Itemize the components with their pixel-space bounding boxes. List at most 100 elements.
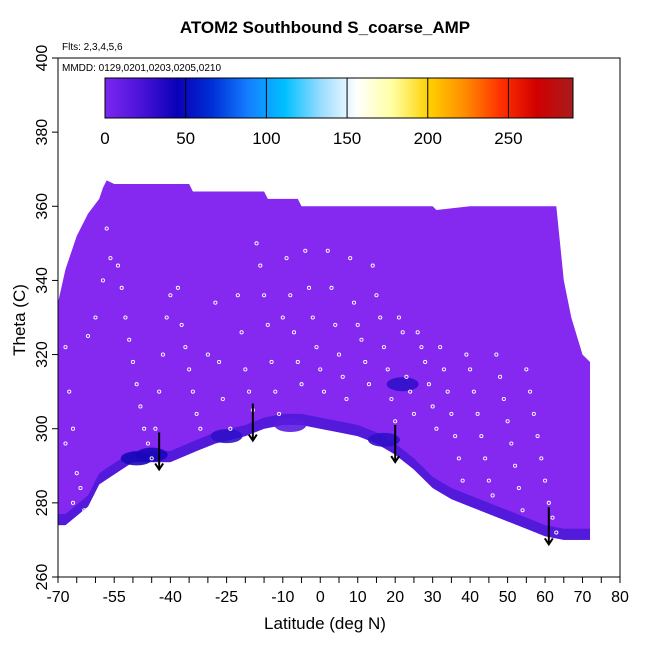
sample-point (426, 382, 431, 387)
sample-point (127, 337, 132, 342)
high-value-patch (210, 429, 243, 444)
sample-point (528, 389, 533, 394)
sample-point (490, 493, 495, 498)
sample-point (374, 293, 379, 298)
x-tick-label: 70 (574, 589, 592, 606)
sample-point (550, 515, 555, 520)
sample-point (483, 456, 488, 461)
sample-point (468, 367, 473, 372)
flight-arrow-head (247, 434, 258, 443)
sample-point (63, 345, 68, 350)
sample-point (284, 256, 289, 261)
sample-point (378, 315, 383, 320)
sample-point (265, 322, 270, 327)
y-tick-label: 280 (34, 489, 51, 516)
sample-point (516, 485, 521, 491)
flight-arrow-head (543, 537, 554, 547)
sample-point (318, 367, 323, 372)
colorbar-tick-label: 100 (252, 129, 280, 148)
sample-point (449, 411, 454, 416)
sample-point (157, 389, 162, 394)
sample-point (415, 330, 420, 335)
sample-point (333, 322, 338, 327)
x-tick-label: 30 (424, 589, 442, 606)
sample-point (344, 397, 349, 402)
sample-point (400, 330, 405, 335)
sample-point (306, 285, 312, 290)
sample-point (74, 471, 79, 476)
sample-point (408, 389, 413, 394)
dates-note: MMDD: 0129,0201,0203,0205,0210 (62, 63, 221, 74)
colorbar-tick-label: 200 (414, 129, 442, 148)
sample-point (187, 367, 192, 372)
x-tick-label: 80 (611, 589, 629, 606)
sample-point (513, 463, 518, 468)
x-tick-label: 10 (349, 589, 367, 606)
x-tick-label: -55 (103, 589, 126, 606)
sample-point (366, 382, 372, 387)
x-tick-label: -25 (215, 589, 238, 606)
sample-point (194, 411, 199, 416)
sample-point (269, 359, 274, 365)
sample-point (190, 389, 195, 394)
sample-point (423, 359, 428, 365)
sample-point (175, 285, 180, 290)
chart-title: ATOM2 Southbound S_coarse_AMP (179, 18, 471, 37)
colorbar-tick-label: 150 (333, 129, 361, 148)
sample-point (441, 367, 446, 372)
sample-point (123, 315, 128, 320)
x-axis-label: Latitude (deg N) (264, 614, 386, 633)
sample-point (460, 478, 465, 483)
sample-point (254, 241, 259, 246)
sample-point (198, 426, 203, 431)
y-tick-label: 400 (34, 45, 51, 72)
sample-point (531, 411, 536, 416)
sample-point (258, 263, 263, 268)
sample-point (205, 352, 210, 357)
colorbar (104, 77, 574, 119)
sample-point (153, 426, 158, 431)
sample-point (310, 315, 315, 320)
sample-point (138, 404, 143, 409)
sample-point (543, 478, 548, 483)
x-tick-label: -10 (271, 589, 294, 606)
sample-point (160, 352, 165, 357)
sample-point (404, 374, 409, 379)
sample-point (220, 397, 225, 402)
sample-point (295, 359, 300, 365)
sample-point (228, 426, 233, 431)
sample-point (67, 389, 72, 394)
colorbar-tick-label: 50 (176, 129, 195, 148)
sample-point (164, 315, 169, 320)
sample-point (348, 256, 353, 261)
sample-point (70, 500, 76, 505)
sample-point (108, 256, 113, 261)
y-tick-label: 340 (34, 267, 51, 294)
sample-point (524, 367, 529, 372)
sample-point (355, 322, 360, 327)
sample-point (82, 508, 87, 513)
sample-point (235, 293, 240, 298)
sample-point (385, 367, 390, 372)
sample-point (280, 315, 285, 320)
y-tick-label: 320 (34, 341, 51, 368)
sample-point (505, 419, 510, 424)
flight-arrow-head (390, 455, 401, 464)
sample-point (243, 367, 248, 372)
sample-point (546, 500, 551, 505)
y-tick-label: 300 (34, 415, 51, 442)
sample-point (456, 456, 461, 461)
x-tick-label: 50 (499, 589, 517, 606)
sample-point (247, 389, 252, 394)
sample-point (145, 441, 150, 446)
high-value-patch (274, 418, 307, 433)
sample-point (434, 426, 439, 431)
sample-point (119, 285, 124, 290)
sample-point (520, 508, 525, 513)
sample-point (509, 441, 514, 446)
sample-point (501, 397, 506, 402)
flights-note: Flts: 2,3,4,5,6 (62, 42, 123, 53)
sample-point (539, 456, 544, 461)
sample-point (453, 434, 458, 439)
